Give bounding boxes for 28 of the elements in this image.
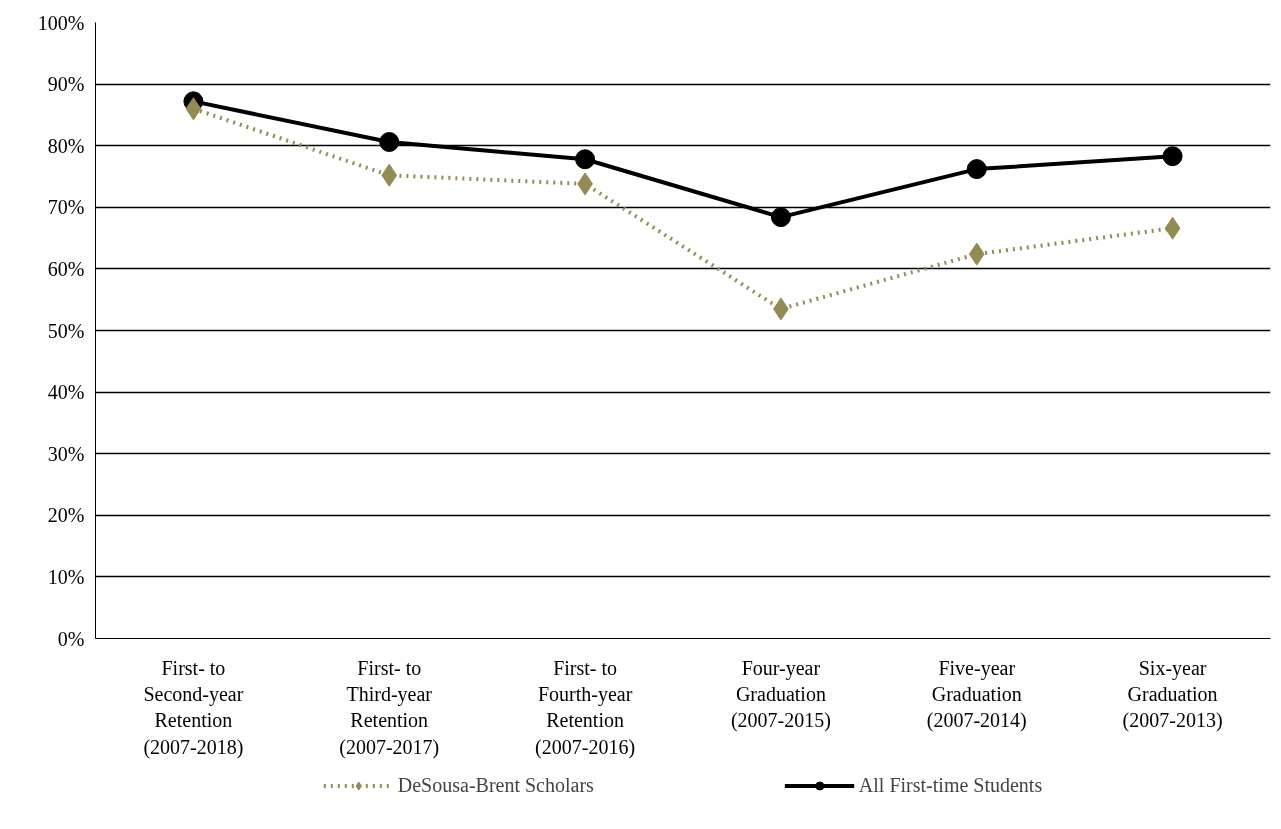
x-tick-label: First- to Second-year Retention (2007-2018) [143, 656, 244, 759]
point [770, 207, 791, 228]
point [966, 159, 987, 180]
point [968, 242, 985, 266]
x-tick-label: Five-year Graduation (2007-2014) [926, 656, 1027, 733]
y-tick-label: 20% [47, 504, 85, 527]
y-tick-label: 100% [37, 11, 85, 34]
y-tick-label: 60% [47, 257, 85, 280]
point [1164, 216, 1181, 240]
y-tick-label: 0% [57, 627, 85, 650]
y-tick-label: 90% [47, 73, 85, 96]
y-tick-label: 50% [47, 319, 85, 342]
x-tick-label: First- to Third-year Retention (2007-2017) [339, 656, 440, 759]
point [185, 97, 202, 121]
x-tick-label: Four-year Graduation (2007-2015) [730, 656, 831, 733]
x-tick-label: Six-year Graduation (2007-2013) [1122, 656, 1223, 733]
y-tick-label: 80% [47, 134, 85, 157]
point [575, 149, 596, 170]
y-tick-label: 30% [47, 442, 85, 465]
y-tick-label: 10% [47, 565, 85, 588]
y-tick-label: 70% [47, 196, 85, 219]
point [1162, 146, 1183, 167]
x-tick-label: First- to Fourth-year Retention (2007-2016) [535, 656, 636, 759]
point [379, 132, 400, 152]
point [381, 163, 398, 187]
legend-label: All First-time Students [858, 773, 1043, 797]
legend-label: DeSousa-Brent Scholars [397, 773, 594, 797]
y-tick-label: 40% [47, 381, 85, 404]
